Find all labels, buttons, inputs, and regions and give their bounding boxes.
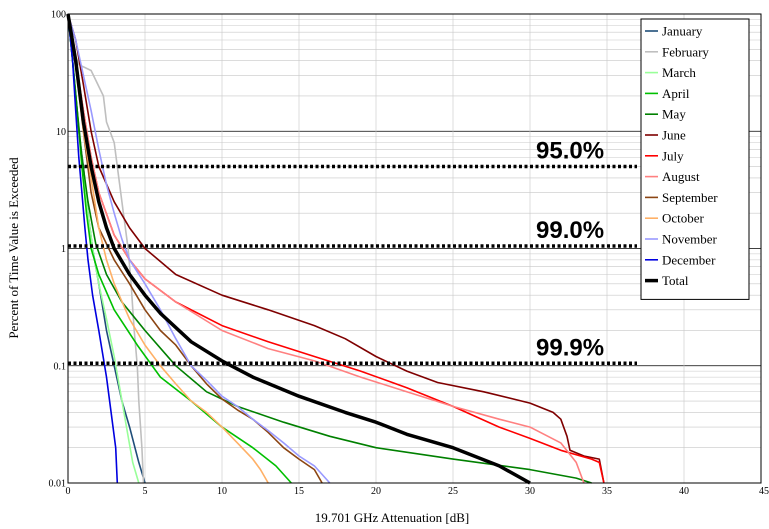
threshold-label: 95.0% (536, 138, 604, 165)
series-line-total (66, 13, 531, 485)
legend-label: March (662, 65, 696, 80)
y-tick-labels: 100 10 1 0.1 0.01 (49, 10, 67, 490)
x-tick-label: 15 (294, 486, 304, 497)
x-axis-title: 19.701 GHz Attenuation [dB] (315, 510, 470, 525)
series-line-september (67, 13, 323, 484)
x-tick-label: 20 (371, 486, 381, 497)
legend-box (640, 18, 750, 300)
legend-label: June (662, 128, 686, 143)
y-tick-label: 0.01 (49, 479, 67, 490)
threshold-label: 99.0% (536, 217, 604, 244)
legend-label: May (662, 107, 686, 122)
y-tick-label: 10 (56, 127, 66, 138)
legend-label: September (662, 190, 718, 205)
series-line-june (67, 13, 605, 484)
legend-label: November (662, 232, 718, 247)
legend-label: August (662, 169, 700, 184)
legend-label: December (662, 252, 716, 267)
legend-label: April (662, 86, 690, 101)
legend-label: July (662, 148, 684, 163)
legend-label: February (662, 44, 709, 59)
legend-label: Total (662, 273, 689, 288)
series-lines (66, 13, 605, 485)
threshold-lines: 95.0% 99.0% 99.9% (68, 138, 637, 366)
y-tick-label: 1 (61, 244, 66, 255)
x-tick-label: 40 (679, 486, 689, 497)
y-tick-label: 100 (51, 10, 66, 21)
threshold-label: 99.9% (536, 334, 604, 361)
series-line-february (67, 13, 145, 484)
y-tick-label: 0.1 (54, 361, 67, 372)
x-tick-label: 45 (759, 486, 769, 497)
legend: January February March April May June July Augu… (640, 18, 750, 300)
x-tick-label: 35 (602, 486, 612, 497)
x-tick-label: 10 (217, 486, 227, 497)
legend-label: January (662, 24, 703, 39)
series-line-may (67, 13, 592, 484)
x-tick-label: 30 (525, 486, 535, 497)
series-line-august (67, 13, 585, 484)
x-tick-label: 25 (448, 486, 458, 497)
x-tick-label: 0 (66, 486, 71, 497)
y-axis-title: Percent of Time Value is Exceeded (6, 157, 21, 339)
x-tick-label: 5 (143, 486, 148, 497)
x-tick-labels: 0 5 10 15 20 25 30 35 40 45 (66, 486, 769, 497)
series-line-november (67, 13, 331, 484)
series-line-october (67, 13, 269, 484)
plot-frame (67, 13, 762, 484)
legend-label: October (662, 211, 705, 226)
series-line-december (67, 13, 119, 484)
